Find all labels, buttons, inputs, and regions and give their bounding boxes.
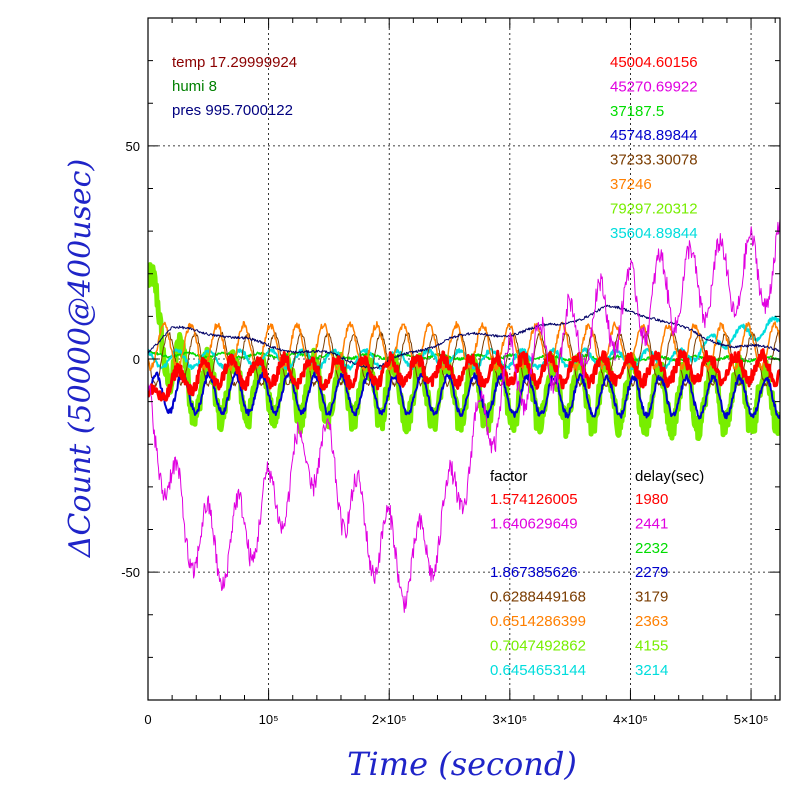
y-axis-label: ΔCount (50000@400usec) xyxy=(63,159,98,558)
series-line xyxy=(148,348,780,402)
x-tick-label: 3×10⁵ xyxy=(492,712,527,727)
factor-value: 0.6514286399 xyxy=(490,613,586,630)
series-line xyxy=(148,320,780,372)
delay-value: 2279 xyxy=(635,564,668,581)
x-tick-label: 4×10⁵ xyxy=(613,712,648,727)
mean-label: 79297.20312 xyxy=(610,200,698,217)
delay-value: 2232 xyxy=(635,540,668,557)
x-tick-label: 5×10⁵ xyxy=(734,712,769,727)
env-labels: temp 17.29999924 humi 8 pres 995.7000122 xyxy=(172,54,297,119)
y-tick-label: 0 xyxy=(133,352,140,367)
x-tick-label: 0 xyxy=(144,712,151,727)
delay-value: 2441 xyxy=(635,515,668,532)
x-tick-label: 2×10⁵ xyxy=(372,712,407,727)
y-tick-label: -50 xyxy=(121,565,140,580)
env-label: pres 995.7000122 xyxy=(172,102,293,119)
delay-value: 1980 xyxy=(635,491,668,508)
series-line xyxy=(148,330,780,388)
delay-value: 2363 xyxy=(635,613,668,630)
factor-header: factor xyxy=(490,468,528,485)
y-tick-label: 50 xyxy=(126,139,140,154)
mean-label: 37246 xyxy=(610,176,652,193)
tick-labels: 0 10⁵ 2×10⁵ 3×10⁵ 4×10⁵ 5×10⁵ 50 0 -50 xyxy=(121,139,768,727)
delay-value: 4155 xyxy=(635,637,668,654)
factor-table: 1.574126005 1980 1.640629649 2441 2232 1.8673… xyxy=(490,491,668,679)
factor-value: 0.6288449168 xyxy=(490,589,586,606)
data-series-group xyxy=(148,218,780,613)
x-tick-label: 10⁵ xyxy=(259,712,279,727)
x-axis-label: Time (second) xyxy=(347,745,577,783)
env-label: temp 17.29999924 xyxy=(172,54,297,71)
tick-marks xyxy=(147,17,780,701)
mean-labels: 45004.60156 45270.69922 37187.5 45748.89844… xyxy=(610,54,698,242)
mean-label: 45270.69922 xyxy=(610,78,698,95)
factor-value: 1.574126005 xyxy=(490,491,578,508)
mean-label: 45748.89844 xyxy=(610,127,698,144)
factor-value: 0.7047492862 xyxy=(490,637,586,654)
env-label: humi 8 xyxy=(172,78,217,95)
factor-value: 0.6454653144 xyxy=(490,662,586,679)
factor-value: 1.867385626 xyxy=(490,564,578,581)
mean-label: 37233.30078 xyxy=(610,152,698,169)
delay-value: 3179 xyxy=(635,589,668,606)
mean-label: 45004.60156 xyxy=(610,54,698,71)
mean-label: 35604.89844 xyxy=(610,225,698,242)
delay-header: delay(sec) xyxy=(635,468,704,485)
series-line xyxy=(148,218,780,613)
series-line xyxy=(148,370,780,420)
factor-value: 1.640629649 xyxy=(490,515,578,532)
series-line xyxy=(148,262,780,441)
mean-label: 37187.5 xyxy=(610,103,664,120)
delay-value: 3214 xyxy=(635,662,668,679)
